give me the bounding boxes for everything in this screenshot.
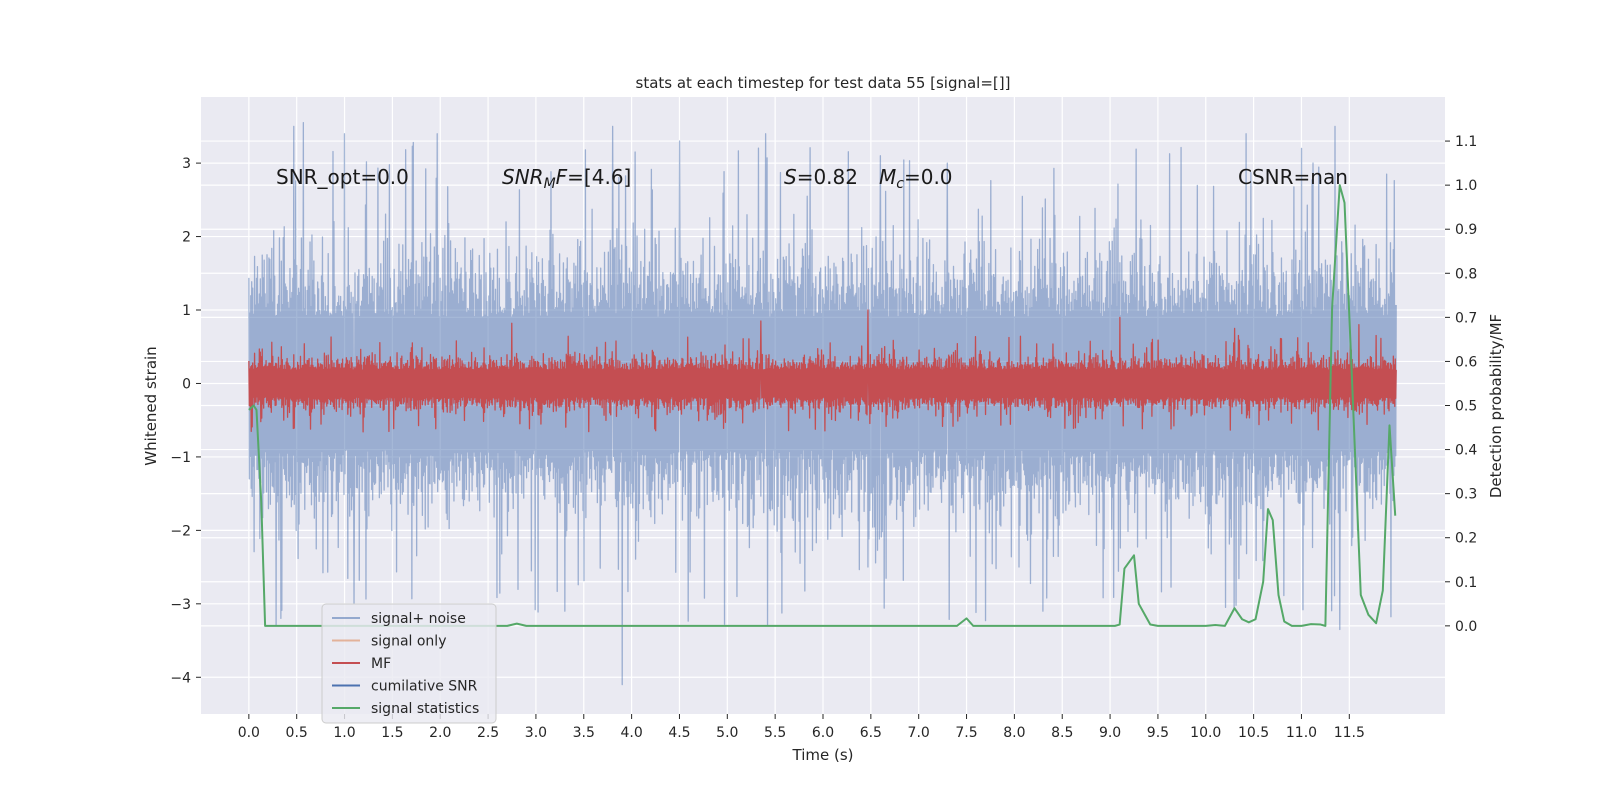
- x-tick-label: 9.0: [1099, 725, 1121, 741]
- annotations: SNR_opt=0.0 SNRMF=[4.6] S=0.82 Mc=0.0 CS…: [276, 165, 1348, 192]
- annotation-s: S=0.82: [784, 165, 858, 189]
- x-tick-label: 11.5: [1334, 725, 1365, 741]
- annotation-snr-mf: SNRMF=[4.6]: [502, 165, 631, 192]
- annotation-s-value: =0.82: [797, 165, 858, 189]
- annotation-snr-mf-value: =[4.6]: [567, 165, 631, 189]
- series-signal-noise: [248, 122, 1397, 686]
- x-tick-label: 7.0: [908, 725, 930, 741]
- x-tick-label: 2.0: [429, 725, 451, 741]
- legend-label-signal-only: signal only: [371, 634, 446, 650]
- x-tick-label: 3.0: [525, 725, 547, 741]
- x-tick-label: 5.0: [716, 725, 738, 741]
- right-y-tick-label: 0.4: [1455, 443, 1477, 459]
- legend-label-signal-noise: signal+ noise: [371, 611, 466, 627]
- series-signal-statistics: [248, 184, 1397, 627]
- right-y-tick-labels: 1.1 1.0 0.9 0.8 0.7 0.6 0.5 0.4 0.3 0.2 0.1 0.0: [1445, 134, 1477, 635]
- left-y-tick-label: 2: [182, 230, 191, 246]
- right-y-tick-label: 1.1: [1455, 134, 1477, 150]
- right-y-tick-label: 0.0: [1455, 619, 1477, 635]
- x-tick-label: 10.5: [1238, 725, 1269, 741]
- annotation-mc: Mc=0.0: [879, 165, 953, 192]
- left-y-tick-label: 3: [182, 156, 191, 172]
- x-tick-label: 6.5: [860, 725, 882, 741]
- annotation-csnr: CSNR=nan: [1238, 165, 1348, 189]
- x-tick-label: 0.0: [238, 725, 260, 741]
- legend: signal+ noise signal only MF cumilative SNR…: [321, 603, 497, 724]
- x-tick-label: 2.5: [477, 725, 499, 741]
- annotation-snr-opt: SNR_opt=0.0: [276, 165, 409, 189]
- x-tick-label: 4.5: [668, 725, 690, 741]
- right-y-tick-label: 0.6: [1455, 354, 1477, 370]
- right-y-tick-label: 1.0: [1455, 178, 1477, 194]
- left-y-tick-label: −4: [170, 670, 191, 686]
- annotation-mc-subscript: c: [896, 176, 904, 192]
- right-y-tick-label: 0.8: [1455, 266, 1477, 282]
- x-tick-label: 4.0: [620, 725, 642, 741]
- annotation-snr-mf-subscript: M: [544, 176, 556, 192]
- right-y-tick-label: 0.9: [1455, 222, 1477, 238]
- right-y-tick-label: 0.2: [1455, 531, 1477, 547]
- chart-title: stats at each timestep for test data 55 …: [636, 74, 1011, 92]
- annotation-mc-value: =0.0: [904, 165, 953, 189]
- series-layer: [248, 122, 1397, 686]
- x-tick-label: 7.5: [955, 725, 977, 741]
- annotation-snr-mf-symbol-f: F: [556, 165, 568, 189]
- right-y-axis-label: Detection probability/MF: [1487, 314, 1505, 498]
- x-tick-label: 8.0: [1003, 725, 1025, 741]
- x-tick-label: 1.5: [381, 725, 403, 741]
- left-y-tick-labels: 3 2 1 0 −1 −2 −3 −4: [170, 156, 201, 686]
- x-tick-label: 3.5: [573, 725, 595, 741]
- x-tick-label: 8.5: [1051, 725, 1073, 741]
- right-y-tick-label: 0.5: [1455, 399, 1477, 415]
- x-tick-label: 11.0: [1286, 725, 1317, 741]
- left-y-tick-label: −3: [170, 597, 191, 613]
- series-mf: [248, 309, 1397, 433]
- x-tick-label: 10.0: [1190, 725, 1221, 741]
- x-tick-label: 1.0: [333, 725, 355, 741]
- legend-box: [321, 603, 497, 724]
- x-tick-label: 5.5: [764, 725, 786, 741]
- right-y-tick-label: 0.1: [1455, 575, 1477, 591]
- legend-label-cumilative-snr: cumilative SNR: [371, 679, 478, 695]
- x-tick-label: 0.5: [286, 725, 308, 741]
- x-tick-label: 9.5: [1147, 725, 1169, 741]
- legend-label-mf: MF: [371, 656, 391, 672]
- left-y-axis-label: Whitened strain: [142, 346, 160, 465]
- x-axis-label: Time (s): [792, 746, 854, 764]
- annotation-mc-symbol: M: [879, 165, 896, 189]
- x-tick-labels: 0.0 0.5 1.0 1.5 2.0 2.5 3.0 3.5 4.0 4.5 5.0 5.5 6.0 6…: [238, 714, 1365, 741]
- left-y-tick-label: −1: [170, 450, 191, 466]
- right-y-tick-label: 0.3: [1455, 487, 1477, 503]
- annotation-s-symbol: S: [784, 165, 797, 189]
- right-y-tick-label: 0.7: [1455, 310, 1477, 326]
- left-y-tick-label: −2: [170, 523, 191, 539]
- left-y-tick-label: 0: [182, 376, 191, 392]
- x-tick-label: 6.0: [812, 725, 834, 741]
- left-y-tick-label: 1: [182, 303, 191, 319]
- annotation-snr-mf-symbol: SNR: [502, 165, 544, 189]
- legend-label-signal-statistics: signal statistics: [371, 701, 479, 717]
